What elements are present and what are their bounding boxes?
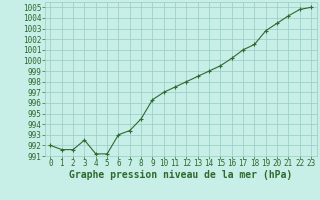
X-axis label: Graphe pression niveau de la mer (hPa): Graphe pression niveau de la mer (hPa) bbox=[69, 170, 292, 180]
